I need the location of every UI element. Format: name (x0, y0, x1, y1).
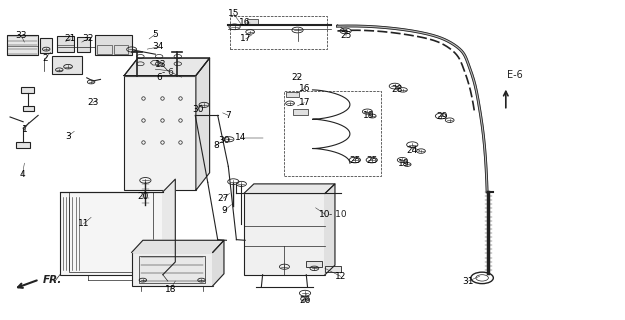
Text: 11: 11 (78, 219, 89, 228)
Polygon shape (196, 58, 209, 190)
Text: 34: 34 (152, 42, 164, 52)
Text: 27: 27 (217, 194, 229, 203)
Bar (132, 252, 212, 286)
Polygon shape (132, 240, 224, 252)
Bar (7, 35, 38, 55)
Bar (247, 19, 258, 24)
Text: 13: 13 (154, 60, 166, 69)
Text: 16: 16 (299, 84, 310, 93)
Bar (114, 45, 128, 54)
Text: 21: 21 (65, 35, 76, 44)
Text: 26: 26 (299, 296, 311, 305)
Bar (40, 38, 52, 53)
Bar (22, 106, 34, 111)
Bar (244, 194, 325, 275)
Polygon shape (124, 58, 209, 76)
Bar (16, 141, 30, 148)
Text: 22: 22 (291, 73, 302, 82)
Text: 5: 5 (152, 30, 158, 39)
Text: 28: 28 (391, 85, 402, 94)
Text: 15: 15 (228, 9, 239, 18)
Bar (286, 92, 299, 97)
Bar (124, 76, 196, 190)
Text: 31: 31 (462, 276, 474, 285)
Text: 6: 6 (157, 73, 162, 82)
Text: 30: 30 (218, 136, 230, 145)
Bar (52, 56, 82, 74)
Text: 10: 10 (319, 210, 331, 219)
Bar (306, 261, 322, 267)
Polygon shape (244, 184, 335, 194)
Text: 30: 30 (192, 105, 204, 114)
Text: 9: 9 (221, 206, 227, 215)
Text: - 6: - 6 (162, 68, 174, 77)
Bar (98, 45, 112, 54)
Bar (284, 92, 381, 176)
Text: - 10: - 10 (329, 210, 347, 219)
Text: FR.: FR. (42, 276, 62, 285)
Bar (292, 109, 308, 116)
Text: 8: 8 (213, 141, 219, 150)
Text: 33: 33 (16, 31, 27, 40)
Bar (96, 35, 132, 55)
Polygon shape (163, 179, 175, 275)
Bar (77, 37, 91, 52)
Bar (57, 36, 74, 52)
Text: 14: 14 (235, 133, 246, 142)
Text: 29: 29 (436, 113, 447, 122)
Text: 17: 17 (299, 98, 310, 107)
Text: 23: 23 (88, 98, 99, 107)
Polygon shape (325, 184, 335, 275)
Bar (325, 267, 341, 272)
Text: 16: 16 (239, 19, 251, 28)
Bar (69, 192, 154, 271)
Text: 19: 19 (398, 159, 409, 168)
Text: 12: 12 (335, 272, 346, 281)
Text: 24: 24 (407, 146, 418, 155)
Polygon shape (213, 240, 224, 286)
Bar (60, 192, 163, 275)
Text: 19: 19 (363, 111, 374, 120)
Text: 4: 4 (20, 170, 26, 179)
Text: 3: 3 (65, 132, 71, 140)
Bar (21, 87, 34, 93)
Text: 18: 18 (164, 284, 176, 293)
Text: 20: 20 (138, 192, 149, 201)
Bar (230, 16, 327, 49)
Text: 25: 25 (340, 31, 351, 40)
Text: 7: 7 (226, 111, 231, 120)
Text: 2: 2 (42, 53, 48, 62)
Text: 25: 25 (349, 156, 361, 164)
Text: 32: 32 (82, 35, 94, 44)
Bar (139, 256, 204, 283)
Text: 1: 1 (21, 125, 27, 134)
Text: 17: 17 (240, 35, 251, 44)
Text: E-6: E-6 (507, 70, 523, 80)
Text: 25: 25 (367, 156, 378, 164)
